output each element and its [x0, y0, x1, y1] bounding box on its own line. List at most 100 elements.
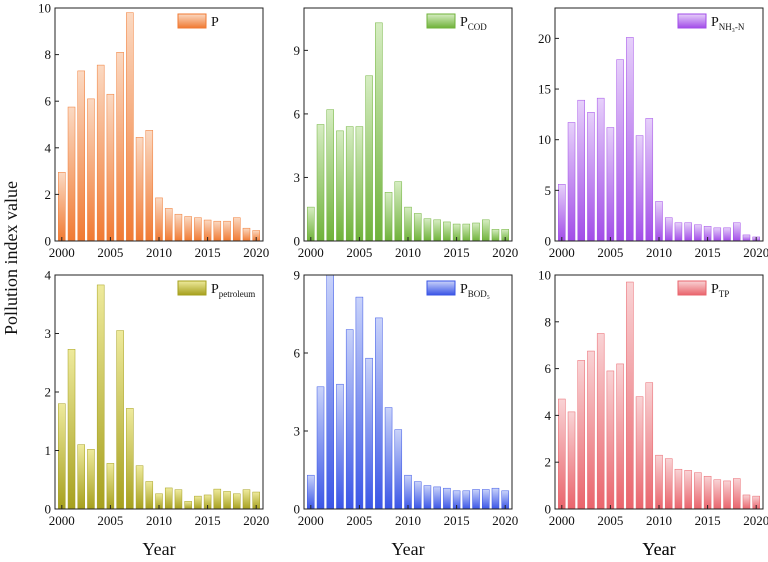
bar-P_COD-2010: [404, 206, 412, 242]
ytick-label-P_TP-0: 0: [545, 502, 552, 517]
ytick-label-P_petroleum-1: 1: [45, 443, 52, 458]
bar-P_NH3-N-2003: [587, 112, 595, 242]
legend-label-P_petroleum: Ppetroleum: [211, 282, 255, 299]
bar-P_TP-2009: [645, 382, 654, 510]
ytick-label-P_NH3-N-20: 20: [538, 31, 551, 46]
bar-P_COD-2008: [384, 192, 393, 242]
legend-P_COD: PCOD: [426, 13, 487, 32]
legend-P_BOD5: PBOD₅: [426, 280, 490, 299]
legend-label-P_TP: PTP: [711, 282, 729, 299]
bar-P_TP-2018: [733, 478, 741, 510]
ytick-label-P_TP-10: 10: [538, 268, 551, 283]
bar-P_TP-2005: [606, 370, 615, 510]
bar-P_BOD5-2012: [423, 485, 432, 510]
bar-P_petroleum-2017: [223, 491, 231, 510]
ytick-label-P_BOD5-3: 3: [294, 424, 301, 439]
bar-P_COD-2007: [375, 22, 383, 242]
bar-P_NH3-N-2016: [713, 227, 722, 242]
bar-P_COD-2005: [355, 126, 364, 242]
x-axis-label-P_NH3-N: Year: [642, 539, 675, 559]
bar-P_NH3-N-2011: [664, 217, 673, 242]
bar-P_petroleum-2018: [233, 493, 241, 510]
bar-P_TP-2002: [577, 360, 585, 510]
bar-P-2014: [194, 217, 202, 242]
legend-swatch-P_COD: [426, 13, 456, 29]
xtick-label-P_BOD5-2005: 2005: [346, 513, 372, 528]
axes-frame-P_COD: [303, 7, 513, 242]
bar-P_BOD5-2008: [384, 407, 393, 510]
bar-P_petroleum-2014: [194, 495, 202, 510]
bar-P_TP-2016: [713, 479, 722, 510]
bar-P_TP-2014: [694, 472, 702, 510]
xtick-label-P_NH3-N-2005: 2005: [597, 245, 623, 260]
bar-P_COD-2009: [394, 181, 403, 242]
bar-P_BOD5-2002: [326, 274, 334, 510]
bar-P_COD-2017: [472, 222, 480, 242]
bar-P_NH3-N-2005: [606, 127, 615, 242]
xtick-label-P_BOD5-2010: 2010: [395, 513, 421, 528]
bar-P_TP-2019: [742, 494, 751, 510]
ytick-label-P_petroleum-0: 0: [45, 502, 52, 517]
bar-P_NH3-N-2010: [655, 201, 663, 242]
bar-P_TP-2001: [567, 411, 576, 510]
bar-P_TP-2015: [703, 475, 712, 510]
bar-P_petroleum-2005: [106, 463, 115, 510]
bar-P_BOD5-2011: [413, 481, 422, 510]
legend-sub-P_COD: COD: [468, 22, 488, 32]
bar-P_BOD5-2019: [491, 487, 500, 510]
ytick-label-P_TP-2: 2: [545, 455, 552, 470]
legend-sub-P_TP: TP: [719, 289, 730, 299]
bar-P_BOD5-2009: [394, 429, 403, 510]
legend-P_TP: PTP: [677, 280, 729, 299]
ytick-label-P-0: 0: [45, 234, 52, 249]
bar-P_TP-2010: [655, 454, 663, 510]
legend-label-P_COD: PCOD: [460, 15, 487, 32]
legend-sub-P_petroleum: petroleum: [219, 289, 256, 299]
bar-P_TP-2004: [596, 333, 605, 510]
bar-P_BOD5-2018: [482, 489, 490, 510]
legend-swatch-P_petroleum: [177, 280, 207, 296]
legend-label-P: P: [211, 15, 219, 30]
bar-P_BOD5-2003: [336, 383, 344, 510]
ytick-label-P_petroleum-2: 2: [45, 385, 52, 400]
bar-P_petroleum-2019: [242, 489, 251, 510]
ytick-label-P_NH3-N-10: 10: [538, 132, 551, 147]
axes-frame-P_petroleum: [54, 274, 264, 510]
xtick-label-P_BOD5-2000: 2000: [298, 513, 324, 528]
y-axis-label: Pollution index value: [1, 181, 21, 335]
bar-P_BOD5-2005: [355, 296, 364, 510]
legend-main-P: P: [211, 15, 219, 30]
bar-P_COD-2002: [326, 109, 334, 242]
bar-P_NH3-N-2001: [567, 122, 576, 242]
ytick-label-P_NH3-N-0: 0: [545, 234, 552, 249]
legend-swatch-P_TP: [677, 280, 707, 296]
bar-P_COD-2001: [316, 124, 325, 242]
xtick-label-P_petroleum-2020: 2020: [243, 513, 269, 528]
x-axis-label-P_petroleum: Year: [142, 539, 175, 559]
ytick-label-P_TP-6: 6: [545, 361, 552, 376]
legend-swatch-P_BOD5: [426, 280, 456, 296]
bar-P_COD-2000: [307, 206, 315, 242]
bar-P_petroleum-2002: [77, 444, 85, 510]
bar-P_NH3-N-2007: [626, 37, 634, 242]
bar-P_NH3-N-2013: [684, 222, 692, 242]
legend-P_NH3-N: PNH₃-N: [677, 13, 745, 32]
bar-P_NH3-N-2002: [577, 99, 585, 242]
bar-P-2013: [184, 216, 192, 242]
bar-P_BOD5-2010: [404, 474, 412, 510]
panel-P: 0 2 4 6 8 10 2000 2005 2010 2015 2020 P: [38, 1, 269, 261]
bar-P_NH3-N-2006: [616, 59, 624, 242]
bar-P_COD-2014: [443, 221, 451, 242]
xtick-label-P_petroleum-2015: 2015: [195, 513, 221, 528]
bar-P_petroleum-2000: [58, 403, 66, 510]
xtick-label-P_TP-2015: 2015: [695, 513, 721, 528]
ytick-label-P_NH3-N-15: 15: [538, 82, 551, 97]
legend-swatch-P: [177, 13, 207, 29]
axes-frame-P_BOD5: [303, 274, 513, 510]
bar-P_NH3-N-2004: [596, 97, 605, 242]
ytick-label-P_TP-8: 8: [545, 314, 552, 329]
bar-P_COD-2018: [482, 219, 490, 242]
bar-P_TP-2003: [587, 350, 595, 510]
ytick-label-P_COD-0: 0: [294, 234, 301, 249]
bar-P_COD-2011: [413, 213, 422, 242]
